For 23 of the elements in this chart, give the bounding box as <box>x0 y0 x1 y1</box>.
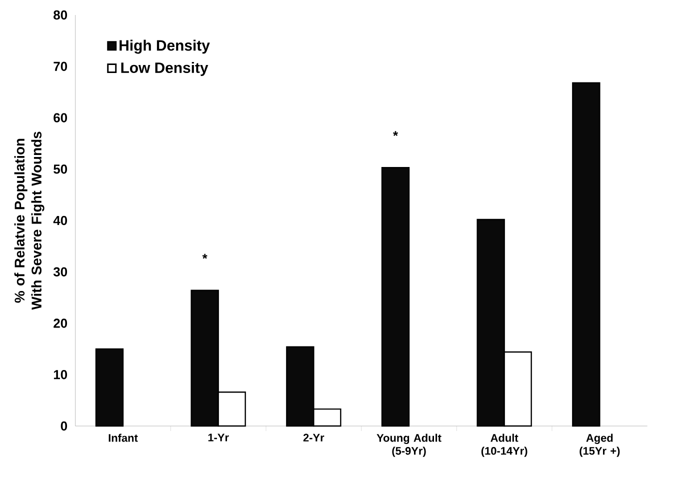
x-tick-label: Adult (10-14Yr) <box>481 434 528 457</box>
y-tick-label: 40 <box>53 216 68 226</box>
y-tick-label: 80 <box>54 10 68 20</box>
y-tick-label: 20 <box>54 318 68 328</box>
annotation: * <box>202 254 208 259</box>
x-tick-label: Infant <box>108 434 138 442</box>
y-tick-label: 10 <box>54 370 68 380</box>
y-tick-label: 70 <box>54 62 68 71</box>
y-tick-label: 50 <box>54 164 68 174</box>
y-tick-label: 0 <box>60 421 68 431</box>
bar <box>381 166 410 427</box>
legend-label: High Density <box>120 40 210 54</box>
x-tick-label: 2-Yr <box>303 434 324 442</box>
y-tick-label: 30 <box>53 267 68 276</box>
y-axis-title: % of Relatvie Population With Severe Fight Wounds <box>14 132 44 310</box>
annotation: * <box>393 131 398 136</box>
bar <box>572 82 600 427</box>
y-tick-label: 60 <box>54 113 68 122</box>
bar <box>95 348 124 427</box>
x-tick-label: 1-Yr <box>208 434 229 442</box>
legend-label: Low Density <box>121 62 208 76</box>
x-tick-label: Young Adult (5-9Yr) <box>376 434 442 457</box>
x-tick-label: Aged (15Yr +) <box>580 434 620 457</box>
